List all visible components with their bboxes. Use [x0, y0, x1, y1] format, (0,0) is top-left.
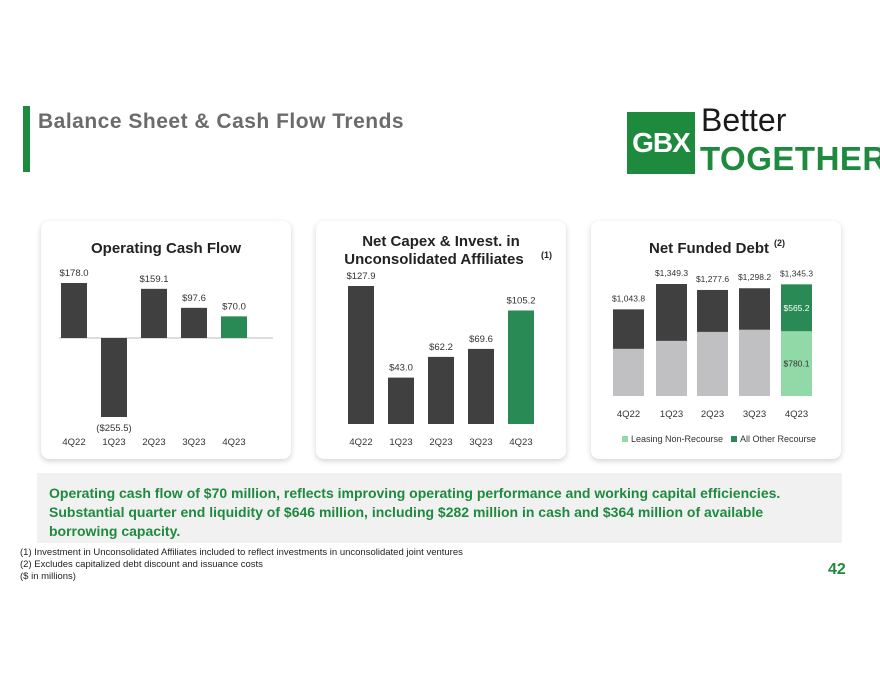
footnotes: (1) Investment in Unconsolidated Affilia…	[20, 547, 463, 583]
data-label-4Q22: $127.9	[346, 271, 375, 282]
x-tick-3Q23: 3Q23	[182, 437, 205, 448]
total-label-1Q23: $1,349.3	[655, 268, 688, 278]
title-accent-bar	[23, 106, 30, 172]
data-label-4Q23: $105.2	[506, 295, 535, 306]
bar-leasing-4Q23	[781, 331, 812, 396]
chart-title: Net Funded Debt	[649, 240, 769, 257]
x-tick-1Q23: 1Q23	[102, 437, 125, 448]
x-tick-4Q23: 4Q23	[509, 437, 532, 448]
data-label-3Q23: $69.6	[469, 334, 493, 345]
chart-title-line2: Unconsolidated Affiliates	[344, 251, 523, 268]
bar-1Q23	[388, 377, 414, 424]
bar-leasing-2Q23	[697, 331, 728, 396]
gbx-logo: GBX Better TOGETHER	[627, 102, 880, 178]
x-tick-4Q23: 4Q23	[785, 409, 808, 420]
x-tick-4Q22: 4Q22	[62, 437, 85, 448]
bar-2Q23	[428, 356, 454, 424]
net-capex-card: Net Capex & Invest. in Unconsolidated Aff…	[316, 221, 566, 459]
segment-label-leasing-4Q23: $780.1	[784, 359, 810, 369]
total-label-4Q22: $1,043.8	[612, 293, 645, 303]
bar-3Q23	[468, 348, 494, 424]
data-label-1Q23: $43.0	[389, 363, 413, 374]
x-tick-1Q23: 1Q23	[389, 437, 412, 448]
x-tick-4Q23: 4Q23	[222, 437, 245, 448]
logo-tagline-line2: TOGETHER	[700, 140, 880, 177]
data-label-2Q23: $62.2	[429, 342, 453, 353]
legend-swatch-recourse	[731, 436, 737, 442]
title-footnote-marker: (1)	[541, 250, 552, 260]
x-tick-2Q23: 2Q23	[142, 437, 165, 448]
bar-4Q23	[221, 316, 247, 338]
x-tick-3Q23: 3Q23	[743, 409, 766, 420]
legend-swatch-leasing	[622, 436, 628, 442]
net-funded-debt-chart: Net Funded Debt (2) $1,043.8 4Q22 $1,349.3 1Q…	[612, 238, 816, 444]
x-tick-4Q22: 4Q22	[617, 409, 640, 420]
bar-recourse-2Q23	[697, 289, 728, 332]
chart-title-line1: Net Capex & Invest. in	[362, 233, 520, 250]
page-title: Balance Sheet & Cash Flow Trends	[38, 110, 405, 133]
data-label-1Q23: ($255.5)	[96, 423, 131, 434]
legend-label-recourse: All Other Recourse	[740, 434, 816, 444]
footnote-1: (1) Investment in Unconsolidated Affilia…	[20, 547, 463, 558]
x-tick-4Q22: 4Q22	[349, 437, 372, 448]
x-tick-1Q23: 1Q23	[660, 409, 683, 420]
bar-leasing-3Q23	[739, 329, 770, 396]
x-tick-2Q23: 2Q23	[429, 437, 452, 448]
total-label-2Q23: $1,277.6	[696, 274, 729, 284]
total-label-4Q23: $1,345.3	[780, 268, 813, 278]
title-footnote-marker: (2)	[774, 238, 785, 248]
bar-leasing-4Q22	[613, 348, 644, 396]
bar-4Q22	[348, 286, 374, 424]
bar-3Q23	[181, 307, 207, 338]
data-label-3Q23: $97.6	[182, 293, 206, 304]
segment-label-recourse-4Q23: $565.2	[784, 303, 810, 313]
bar-recourse-1Q23	[656, 284, 687, 341]
data-label-2Q23: $159.1	[139, 274, 168, 285]
bar-recourse-4Q23	[781, 284, 812, 332]
net-funded-debt-card: Net Funded Debt (2) $1,043.8 4Q22 $1,349.3 1Q…	[591, 221, 841, 459]
page-number: 42	[828, 561, 846, 578]
logo-tagline-line1: Better	[701, 102, 787, 138]
data-label-4Q22: $178.0	[59, 268, 88, 279]
x-tick-3Q23: 3Q23	[469, 437, 492, 448]
x-tick-2Q23: 2Q23	[701, 409, 724, 420]
logo-mark: GBX	[627, 112, 695, 174]
footnote-2: (2) Excludes capitalized debt discount a…	[20, 559, 263, 570]
footnote-units: ($ in millions)	[20, 571, 76, 582]
operating-cash-flow-card: Operating Cash Flow $178.0 4Q22 ($255.5) 1Q2…	[41, 221, 291, 459]
bar-1Q23	[101, 338, 127, 417]
bar-2Q23	[141, 288, 167, 338]
bar-recourse-4Q22	[613, 309, 644, 349]
summary-box: Operating cash flow of $70 million, refl…	[37, 473, 842, 543]
bar-4Q23	[508, 310, 534, 424]
bar-leasing-1Q23	[656, 340, 687, 396]
operating-cash-flow-chart: Operating Cash Flow$178.0 4Q22 ($255.5) 1Q2…	[59, 240, 273, 448]
total-label-3Q23: $1,298.2	[738, 272, 771, 282]
legend-label-leasing: Leasing Non-Recourse	[631, 434, 723, 444]
bar-recourse-3Q23	[739, 288, 770, 330]
chart-title: Operating Cash Flow	[91, 240, 241, 257]
data-label-4Q23: $70.0	[222, 301, 246, 312]
bar-4Q22	[61, 283, 87, 338]
summary-text: Operating cash flow of $70 million, refl…	[49, 485, 781, 539]
